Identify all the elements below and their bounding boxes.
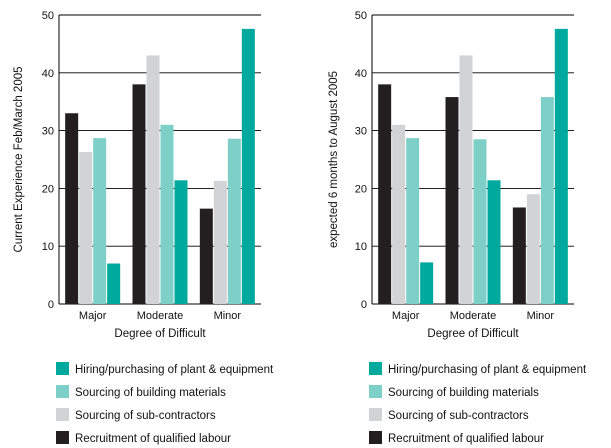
y-axis-title: expected 6 months to August 2005 — [328, 71, 340, 248]
y-tick-label: 0 — [361, 299, 367, 311]
swatch-light-grey — [56, 408, 69, 421]
bar-major-series-1 — [65, 113, 79, 304]
bar-major-series-2 — [79, 151, 93, 304]
legend-1: Hiring/purchasing of plant & equipment So… — [56, 362, 274, 445]
bar-minor-series-3 — [540, 97, 554, 305]
x-tick-label: Minor — [527, 310, 555, 322]
bar-minor-series-4 — [554, 28, 568, 304]
legend-label: Sourcing of building materials — [75, 387, 226, 399]
bar-moderate-series-4 — [174, 180, 188, 304]
bar-major-series-1 — [378, 84, 392, 304]
swatch-light-teal — [369, 385, 382, 398]
bar-minor-series-1 — [512, 207, 526, 304]
legend-label: Sourcing of building materials — [388, 387, 539, 399]
x-axis-title: Degree of Difficult — [114, 328, 206, 340]
x-tick-label: Moderate — [137, 310, 183, 322]
x-tick-label: Minor — [214, 310, 242, 322]
chart-2: 0 10 20 30 40 50 Major Moderate Minor Degree of D… — [328, 10, 587, 445]
bar-major-series-4 — [107, 263, 121, 304]
y-tick-label: 40 — [355, 68, 367, 80]
y-tick-label: 10 — [355, 241, 367, 253]
y-tick-label: 50 — [355, 10, 367, 22]
bar-moderate-series-4 — [487, 180, 501, 304]
chart-1: 0 10 20 30 40 50 Major Moderate Minor Degree of D… — [13, 10, 274, 445]
bar-major-series-2 — [392, 124, 406, 304]
swatch-teal — [369, 362, 382, 375]
x-axis-title: Degree of Difficult — [427, 328, 519, 340]
y-tick-label: 50 — [42, 10, 54, 22]
x-tick-label: Major — [392, 310, 420, 322]
bar-moderate-series-1 — [445, 97, 459, 305]
bar-major-series-3 — [93, 138, 107, 304]
bar-minor-series-1 — [199, 208, 213, 304]
bar-minor-series-2 — [213, 180, 227, 304]
y-tick-label: 20 — [42, 183, 54, 195]
bar-major-series-3 — [406, 138, 420, 304]
legend-label: Hiring/purchasing of plant & equipment — [388, 364, 587, 376]
y-tick-label: 0 — [48, 299, 54, 311]
swatch-teal — [56, 362, 69, 375]
bar-moderate-series-2 — [459, 55, 473, 305]
bar-minor-series-2 — [526, 194, 540, 304]
legend-label: Hiring/purchasing of plant & equipment — [75, 364, 274, 376]
bar-moderate-series-2 — [146, 55, 160, 305]
legend-label: Sourcing of sub-contractors — [388, 410, 529, 422]
bar-moderate-series-3 — [160, 124, 174, 304]
bar-minor-series-4 — [241, 28, 255, 304]
swatch-light-teal — [56, 385, 69, 398]
bar-minor-series-3 — [227, 138, 241, 304]
y-tick-label: 30 — [42, 126, 54, 138]
legend-label: Sourcing of sub-contractors — [75, 410, 216, 422]
y-tick-label: 40 — [42, 68, 54, 80]
legend-label: Recruitment of qualified labour — [388, 433, 544, 445]
swatch-light-grey — [369, 408, 382, 421]
x-tick-label: Major — [79, 310, 107, 322]
legend-label: Recruitment of qualified labour — [75, 433, 231, 445]
swatch-black — [369, 431, 382, 444]
bar-moderate-series-1 — [132, 84, 146, 304]
x-tick-label: Moderate — [450, 310, 496, 322]
y-axis-title: Current Experience Feb/March 2005 — [13, 66, 25, 252]
y-tick-label: 20 — [355, 183, 367, 195]
y-tick-label: 30 — [355, 126, 367, 138]
legend-2: Hiring/purchasing of plant & equipment So… — [369, 362, 587, 445]
swatch-black — [56, 431, 69, 444]
bar-moderate-series-3 — [473, 139, 487, 304]
y-tick-label: 10 — [42, 241, 54, 253]
bar-major-series-4 — [420, 262, 434, 304]
